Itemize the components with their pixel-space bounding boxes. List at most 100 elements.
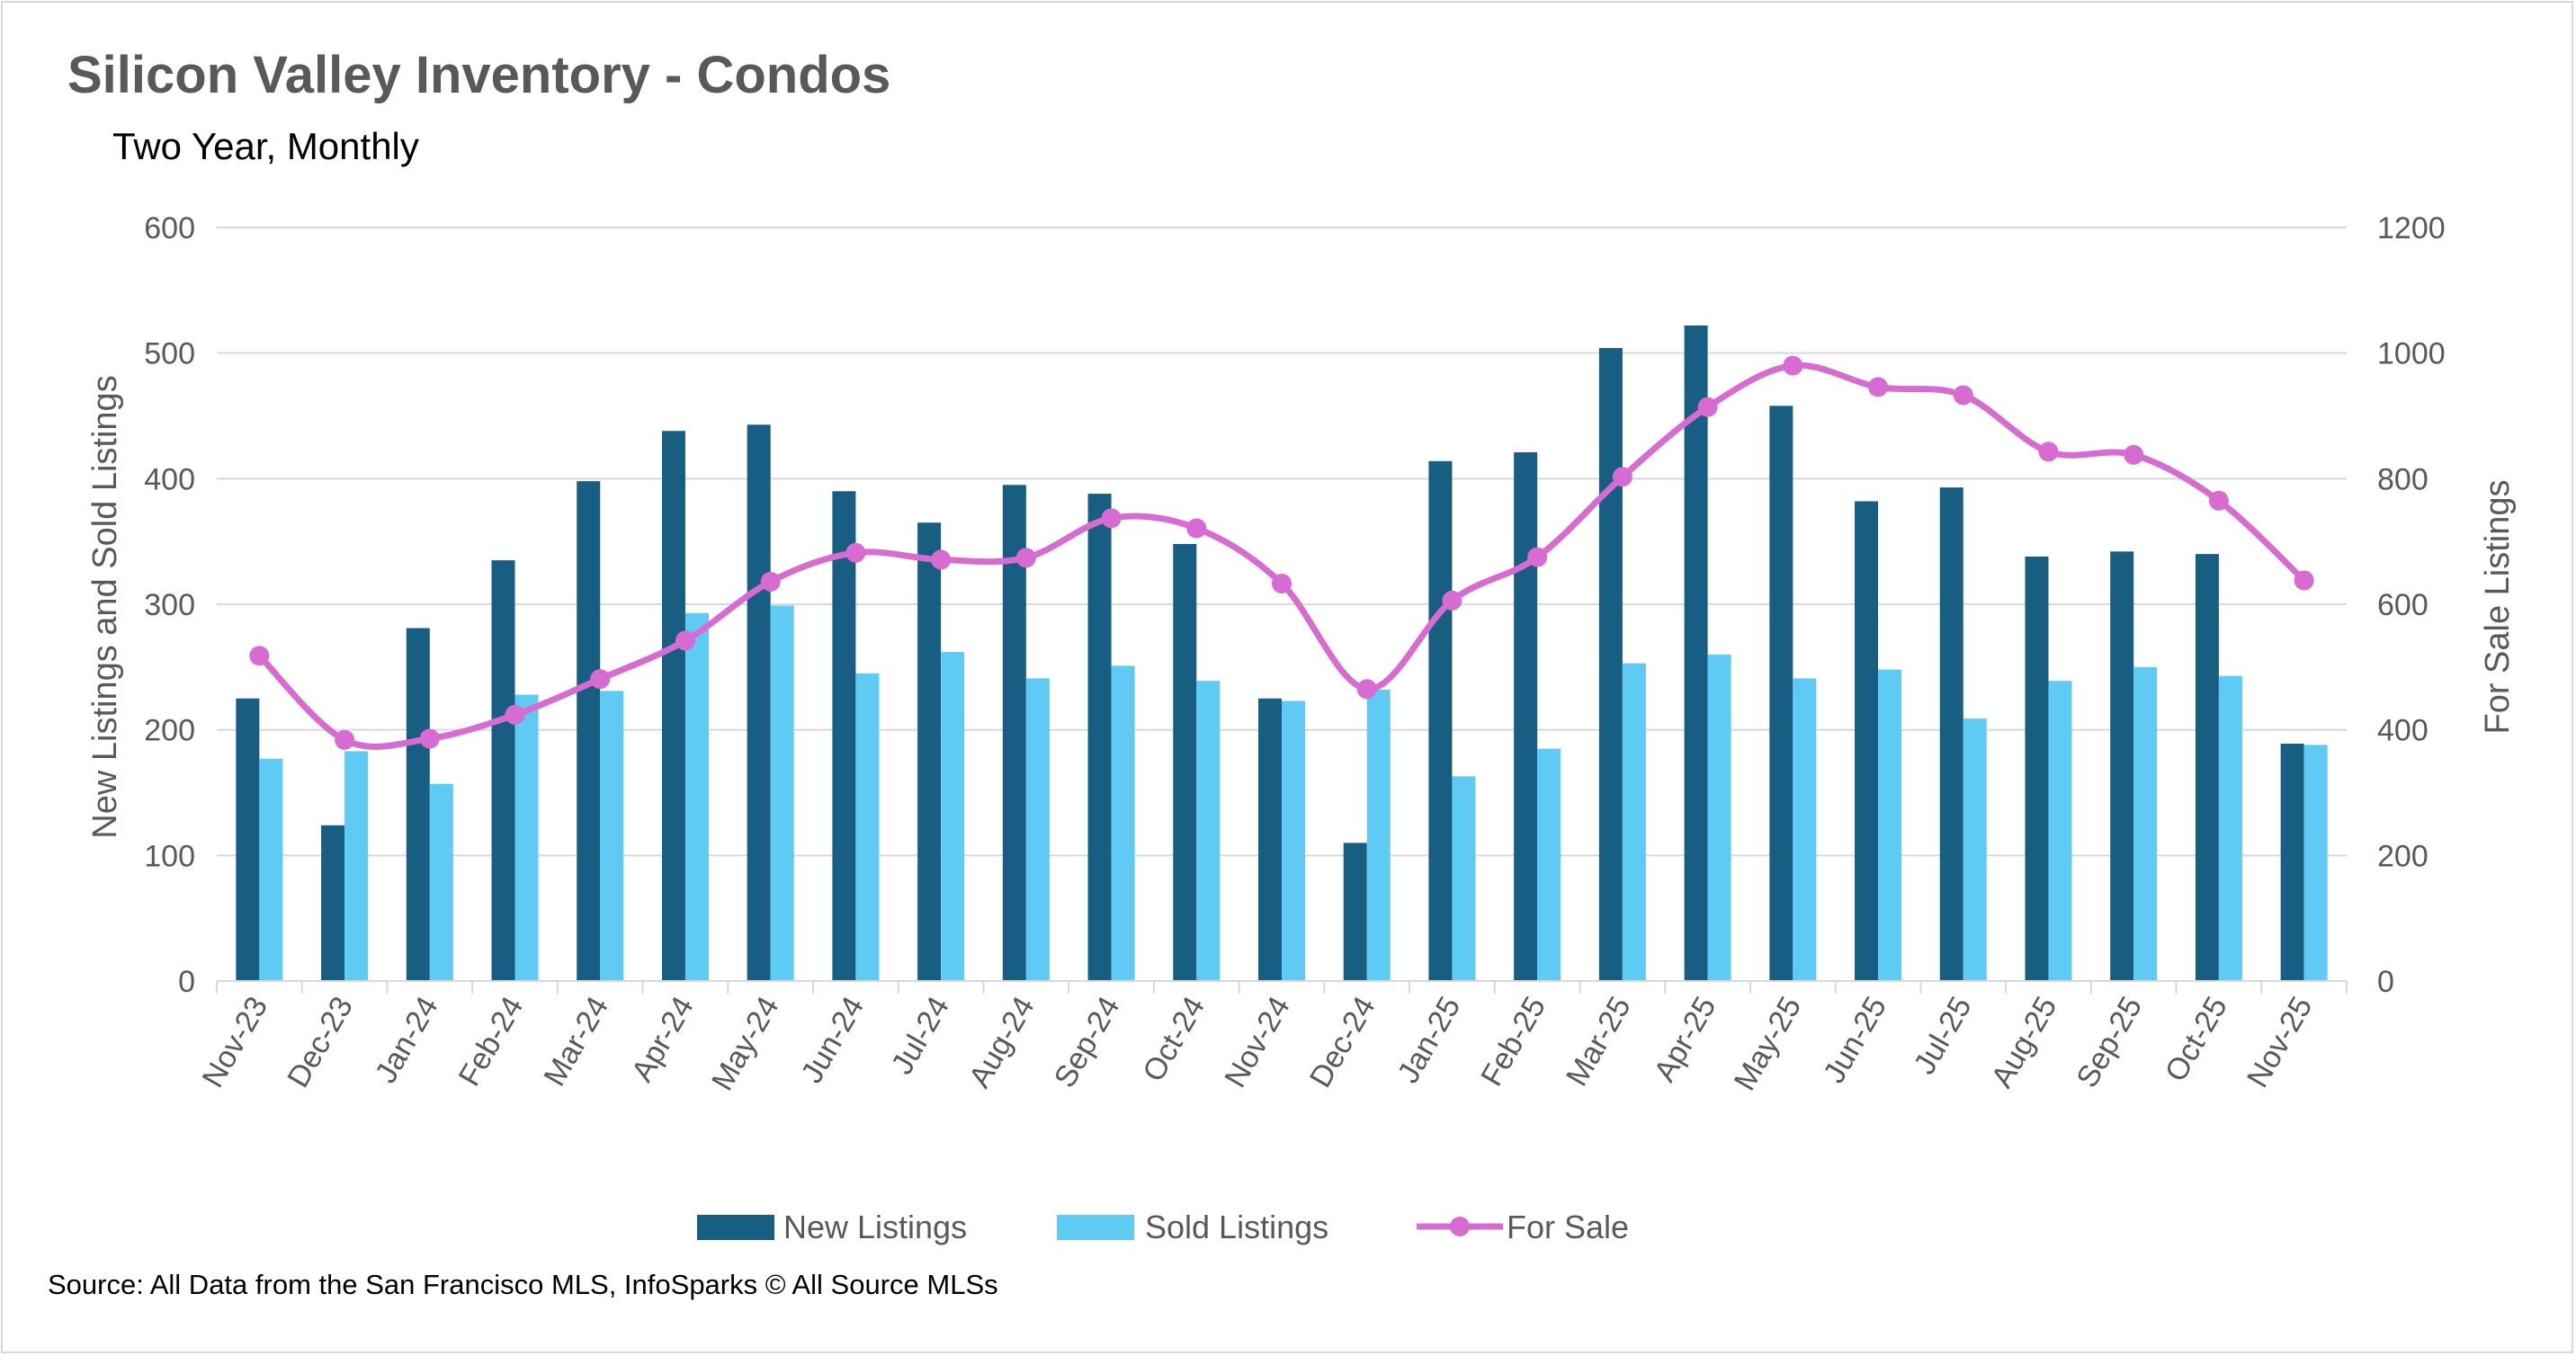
x-tick-label: Nov-23 [196, 991, 275, 1093]
legend-label-new-listings: New Listings [783, 1209, 967, 1245]
x-tick-label: Mar-24 [537, 991, 615, 1092]
x-tick-label: Jun-25 [1817, 991, 1893, 1089]
for-sale-point [1953, 385, 1973, 406]
for-sale-point [1442, 590, 1462, 611]
bar-sold-listings [1878, 669, 1902, 981]
for-sale-point [419, 728, 440, 749]
bar-new-listings [661, 431, 685, 981]
bar-sold-listings [1622, 663, 1646, 981]
legend-label-for-sale: For Sale [1507, 1209, 1629, 1245]
for-sale-point [2208, 490, 2229, 511]
for-sale-point [335, 729, 355, 750]
bar-new-listings [1514, 452, 1538, 982]
bar-sold-listings [1707, 654, 1731, 981]
y-tick-label: 300 [144, 588, 195, 622]
y-tick-label: 500 [144, 337, 195, 371]
legend-label-sold-listings: Sold Listings [1145, 1209, 1328, 1245]
legend-swatch-new-listings [697, 1215, 774, 1240]
bar-new-listings [1855, 501, 1879, 981]
x-tick-label: Sep-25 [2070, 991, 2149, 1093]
bar-new-listings [1002, 485, 1026, 981]
x-tick-label: May-25 [1728, 991, 1809, 1096]
for-sale-point [675, 630, 695, 651]
x-tick-label: Jan-24 [369, 991, 445, 1089]
for-sale-point [845, 542, 866, 563]
bar-sold-listings [259, 758, 283, 981]
x-tick-label: Oct-25 [2159, 991, 2234, 1087]
x-tick-label: Aug-25 [1985, 991, 2064, 1093]
bar-new-listings [1087, 494, 1112, 981]
chart-subtitle: Two Year, Monthly [112, 125, 419, 167]
for-sale-line [256, 361, 2307, 750]
x-tick-label: Oct-24 [1136, 991, 1212, 1087]
bar-new-listings [577, 481, 601, 981]
for-sale-point [1697, 397, 1718, 417]
x-tick-label: Nov-25 [2241, 991, 2320, 1093]
source-note: Source: All Data from the San Francisco … [48, 1269, 998, 1300]
for-sale-point [249, 646, 270, 666]
bar-sold-listings [1282, 700, 1305, 981]
x-tick-label: Mar-25 [1560, 991, 1638, 1092]
y2-tick-label: 1200 [2377, 211, 2446, 245]
y2-tick-label: 400 [2377, 714, 2428, 748]
chart-title: Silicon Valley Inventory - Condos [67, 46, 890, 104]
legend: New Listings Sold Listings For Sale [697, 1209, 1629, 1245]
y-tick-label: 600 [144, 211, 195, 245]
right-axis-ticks: 0 200 400 600 800 1000 1200 [2377, 211, 2446, 999]
bar-sold-listings [1537, 748, 1561, 981]
bar-new-listings [1258, 698, 1282, 981]
for-sale-point [1612, 467, 1632, 487]
bar-new-listings [491, 560, 515, 981]
bar-new-listings [2195, 554, 2219, 981]
bar-new-listings [1173, 543, 1197, 981]
for-sale-point [590, 669, 611, 690]
right-axis-title: For Sale Listings [2479, 479, 2517, 734]
bar-sold-listings [1793, 678, 1817, 981]
bar-new-listings [2280, 744, 2304, 981]
bar-series [217, 325, 2347, 982]
x-tick-label: Sep-24 [1048, 991, 1127, 1093]
for-sale-point [1783, 355, 1803, 376]
y-tick-label: 0 [178, 965, 195, 999]
for-sale-point [2294, 570, 2314, 591]
bar-sold-listings [941, 652, 965, 981]
bar-sold-listings [1196, 681, 1221, 981]
x-tick-label: May-24 [705, 991, 786, 1096]
x-tick-label: Aug-24 [962, 991, 1042, 1093]
bar-sold-listings [1366, 689, 1391, 981]
for-sale-point [931, 549, 952, 570]
x-tick-label: Dec-23 [281, 991, 360, 1093]
bar-new-listings [2110, 551, 2134, 981]
bar-new-listings [1684, 325, 1708, 981]
for-sale-point [1527, 547, 1548, 567]
y2-tick-label: 1000 [2377, 337, 2446, 371]
bar-sold-listings [600, 691, 624, 981]
bar-new-listings [1343, 843, 1367, 981]
x-axis-ticks: Nov-23 Dec-23 Jan-24 Feb-24 Mar-24 Apr-24 May-… [196, 991, 2320, 1096]
left-axis-ticks: 0 100 200 300 400 500 600 [144, 211, 195, 999]
bar-new-listings [832, 491, 856, 981]
for-sale-point [760, 571, 781, 592]
for-sale-point [1015, 548, 1036, 568]
y2-tick-label: 600 [2377, 588, 2428, 622]
legend-swatch-for-sale-marker [1450, 1217, 1470, 1236]
bar-sold-listings [2218, 675, 2242, 981]
bar-new-listings [1769, 406, 1793, 981]
bar-sold-listings [1963, 718, 1987, 981]
bar-sold-listings [2048, 681, 2072, 981]
for-sale-point [1356, 679, 1377, 700]
for-sale-point [1868, 377, 1889, 397]
x-tick-label: Dec-24 [1303, 991, 1382, 1093]
left-axis-title: New Listings and Sold Listings [86, 375, 124, 838]
x-tick-label: Jul-24 [885, 991, 956, 1080]
bar-new-listings [1939, 487, 1963, 981]
y-tick-label: 400 [144, 462, 195, 496]
x-tick-label: Jul-25 [1907, 991, 1978, 1080]
x-tick-label: Apr-24 [625, 991, 701, 1087]
y-tick-label: 100 [144, 839, 195, 873]
bar-sold-listings [1111, 665, 1135, 981]
bar-new-listings [321, 825, 345, 981]
bar-sold-listings [429, 783, 453, 981]
y-tick-label: 200 [144, 714, 195, 748]
